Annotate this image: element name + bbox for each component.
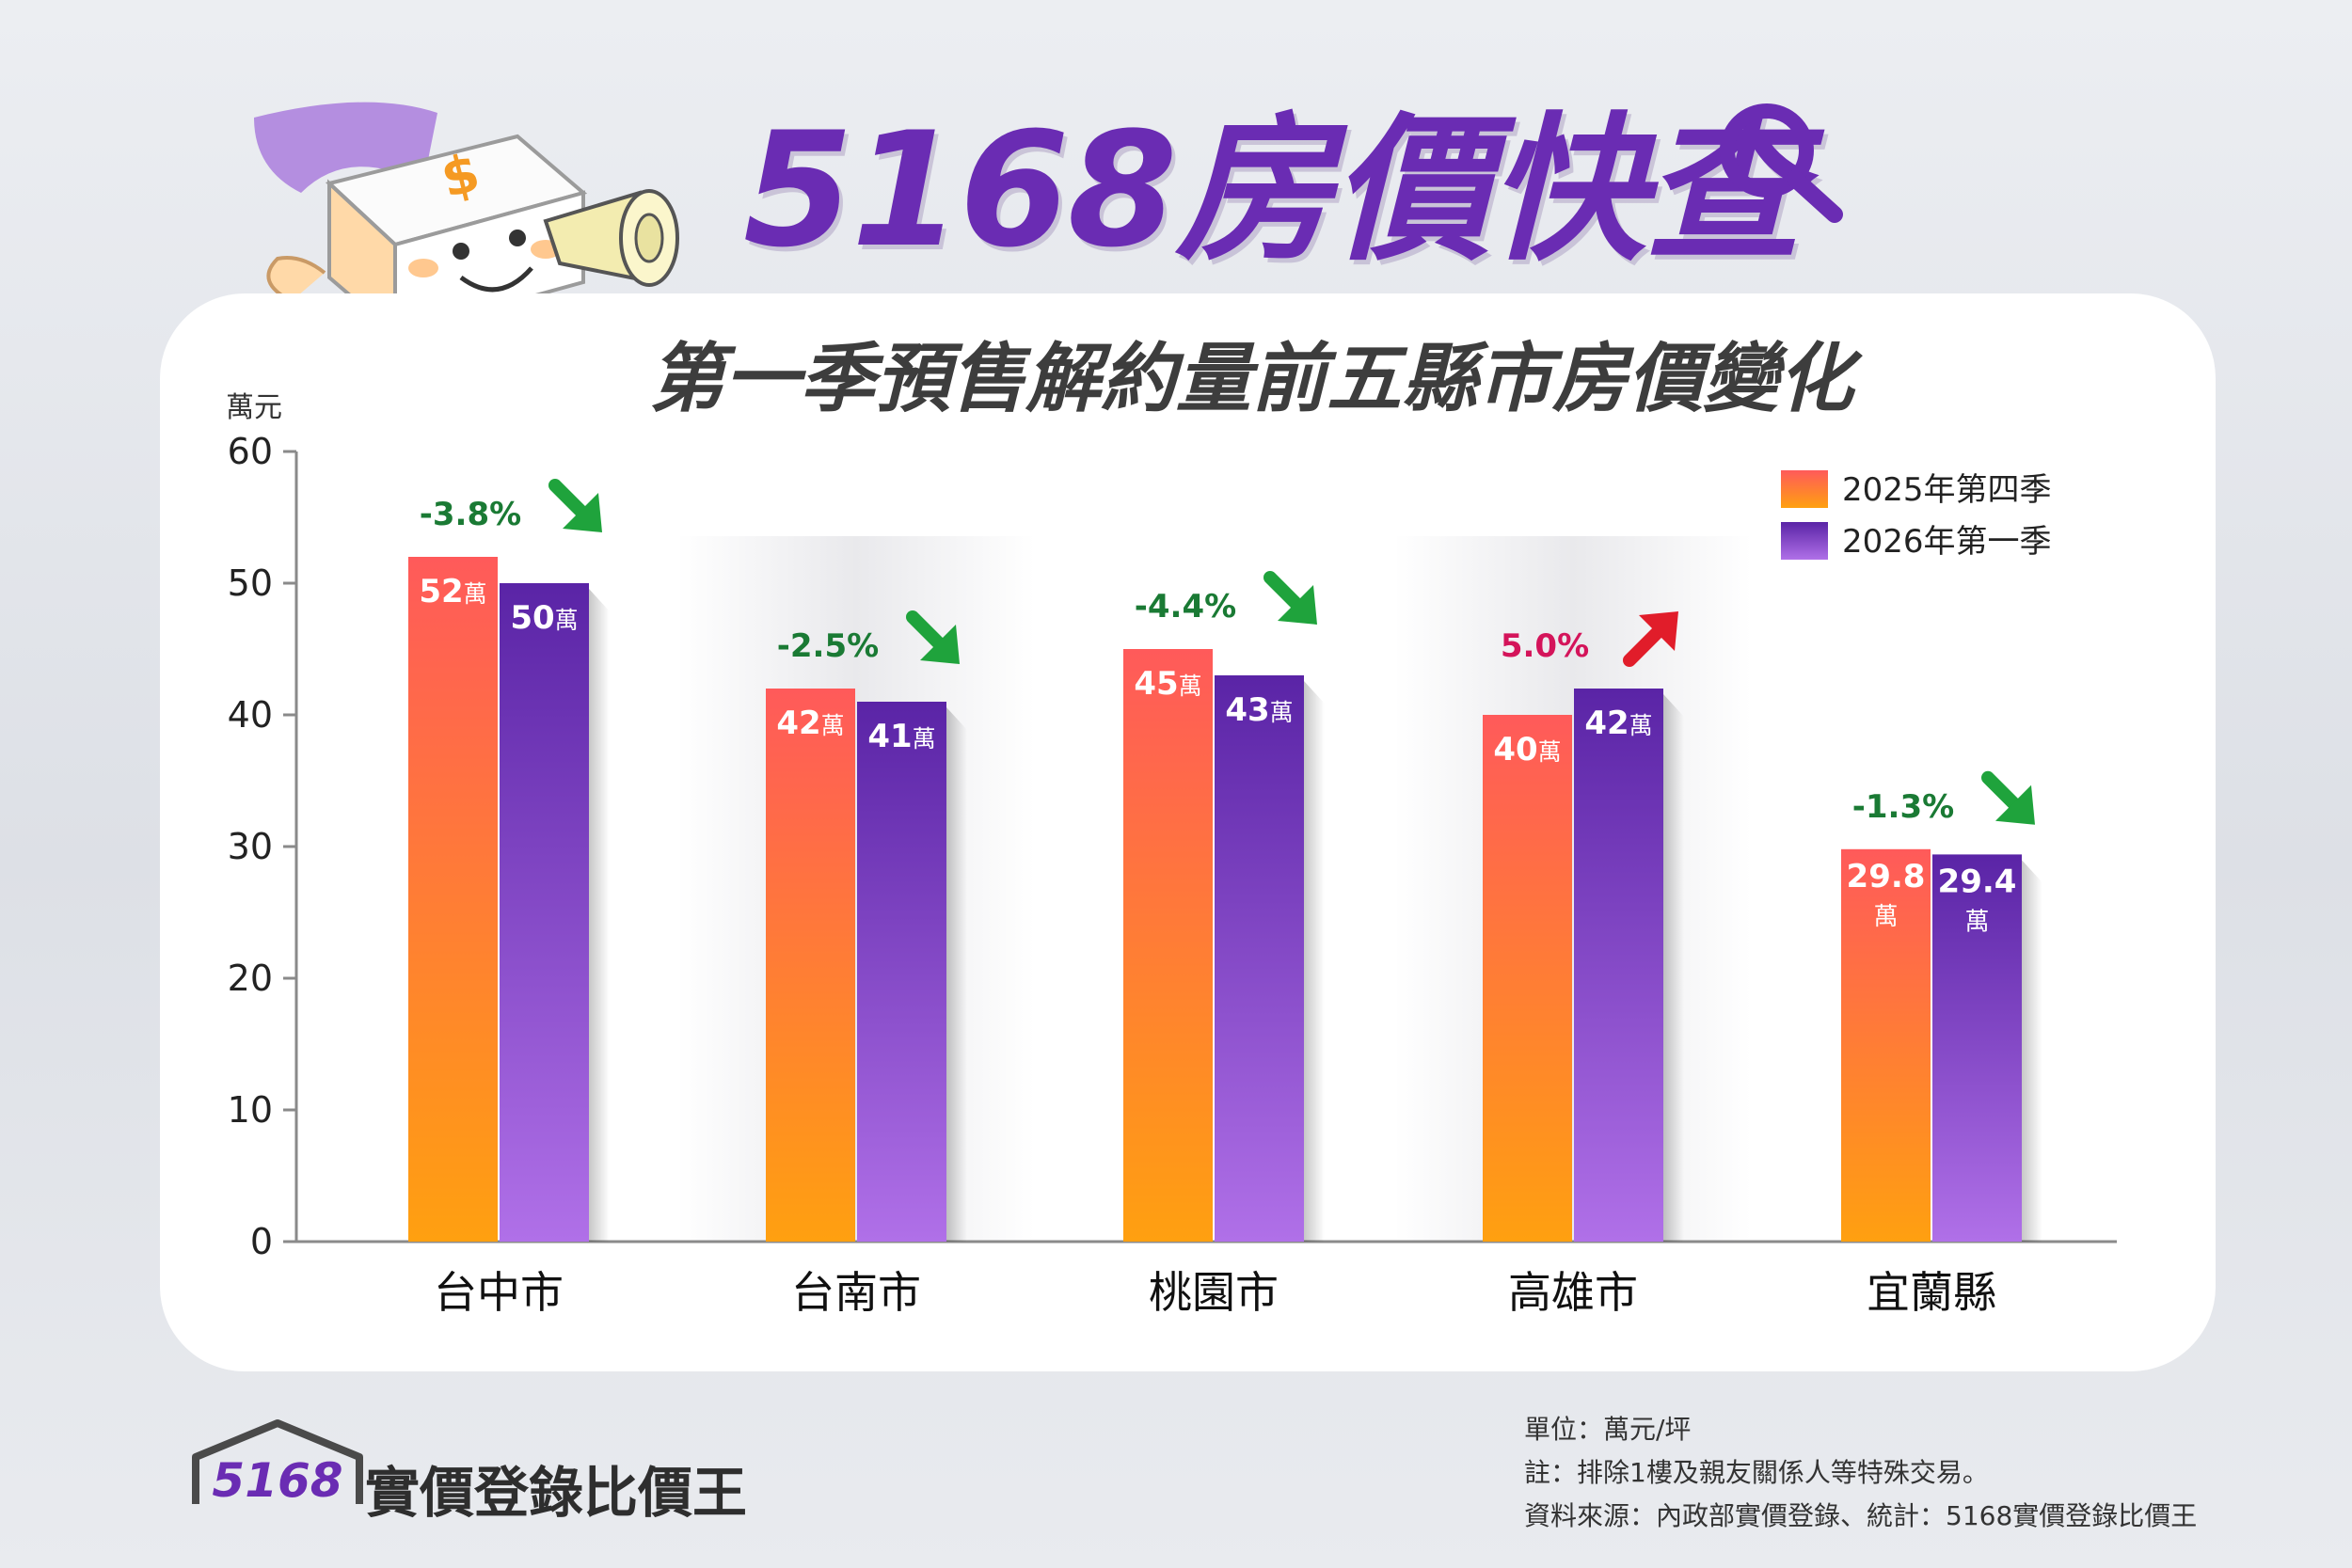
bar-series-1 xyxy=(1841,848,1931,1242)
down-arrow-head xyxy=(920,625,960,664)
down-arrow-head xyxy=(1278,585,1317,625)
bar-shadow xyxy=(1663,694,1684,1242)
legend-label: 2026年第一季 xyxy=(1842,523,2052,561)
bar-value-unit: 萬 xyxy=(821,712,845,739)
bar-value-label: 42萬 xyxy=(1584,705,1652,742)
bar-series-1 xyxy=(1123,649,1213,1242)
footer-logo-text: 實價登錄比價王 xyxy=(365,1461,748,1525)
change-label: -3.8% xyxy=(420,496,521,533)
change-label: -1.3% xyxy=(1852,788,1954,826)
y-tick-label: 20 xyxy=(228,958,273,999)
bar-series-1 xyxy=(1483,715,1572,1242)
chart-subtitle: 第一季預售解約量前五縣市房價變化 xyxy=(649,335,1853,422)
bar-shadow xyxy=(589,589,610,1242)
bar-value-label: 52萬 xyxy=(419,573,486,610)
bar-series-2 xyxy=(1932,854,2022,1242)
up-arrow-head xyxy=(1639,611,1678,651)
bar-value-label: 29.8 xyxy=(1847,858,1926,895)
magnifier-icon xyxy=(1720,103,1843,223)
bar-value-unit: 萬 xyxy=(555,607,579,634)
bar-shadow xyxy=(2022,860,2042,1242)
category-band xyxy=(1394,536,1752,1242)
footnotes: 單位：萬元/坪 註：排除1樓及親友關係人等特殊交易。 資料來源：內政部實價登錄、… xyxy=(1524,1408,2197,1538)
legend-label: 2025年第四季 xyxy=(1842,471,2052,509)
note-source: 資料來源：內政部實價登錄、統計：5168實價登錄比價王 xyxy=(1524,1500,2198,1531)
bar-value-unit: 萬 xyxy=(913,725,936,752)
bar-value-unit: 萬 xyxy=(1873,903,1898,931)
change-label: -4.4% xyxy=(1135,588,1236,626)
up-arrow-shaft xyxy=(1623,624,1666,667)
bar-series-2 xyxy=(500,583,589,1242)
down-arrow-head xyxy=(563,493,602,532)
down-arrow-shaft xyxy=(548,479,592,522)
bar-series-2 xyxy=(1574,689,1663,1242)
bar-series-2 xyxy=(857,702,946,1242)
brand-title: 5168房價快查 xyxy=(743,98,1803,282)
bar-series-1 xyxy=(408,557,498,1242)
y-tick-label: 40 xyxy=(228,694,273,736)
x-category-label: 桃園市 xyxy=(1149,1267,1279,1318)
house-roof-icon: 5168 xyxy=(192,1419,363,1508)
down-arrow-shaft xyxy=(906,610,949,654)
legend-swatch-series-2 xyxy=(1781,522,1828,560)
bar-shadow xyxy=(946,707,967,1242)
bar-value-unit: 萬 xyxy=(1629,712,1653,739)
y-tick-label: 0 xyxy=(250,1221,273,1262)
down-arrow-shaft xyxy=(1263,571,1307,614)
note-unit: 單位：萬元/坪 xyxy=(1524,1414,1692,1445)
bar-value-unit: 萬 xyxy=(1179,673,1202,700)
bar-value-unit: 萬 xyxy=(1964,908,1989,936)
change-label: 5.0% xyxy=(1501,627,1589,665)
down-arrow-head xyxy=(1995,784,2035,825)
footer-logo-number: 5168 xyxy=(212,1453,342,1508)
bar-shadow xyxy=(1304,681,1325,1242)
bar-value-label: 29.4 xyxy=(1938,863,2017,900)
bar-value-unit: 萬 xyxy=(1270,699,1294,726)
y-tick-label: 10 xyxy=(228,1089,273,1131)
y-tick-label: 30 xyxy=(228,826,273,867)
x-category-label: 台南市 xyxy=(791,1267,921,1318)
bar-value-unit: 萬 xyxy=(464,580,487,608)
category-band xyxy=(677,536,1035,1242)
bar-value-unit: 萬 xyxy=(1538,738,1562,766)
y-axis-unit: 萬元 xyxy=(226,391,282,424)
note-exclusion: 註：排除1樓及親友關係人等特殊交易。 xyxy=(1524,1457,1989,1488)
x-category-label: 高雄市 xyxy=(1508,1267,1638,1318)
bar-series-2 xyxy=(1215,675,1304,1242)
change-label: -2.5% xyxy=(777,627,879,665)
bar-value-label: 45萬 xyxy=(1134,665,1201,703)
x-category-label: 宜蘭縣 xyxy=(1867,1267,1996,1318)
down-arrow-shaft xyxy=(1981,770,2025,815)
x-category-label: 台中市 xyxy=(434,1267,564,1318)
legend-swatch-series-1 xyxy=(1781,470,1828,508)
y-tick-label: 60 xyxy=(228,431,273,472)
y-tick-label: 50 xyxy=(228,562,273,604)
bar-series-1 xyxy=(766,689,855,1242)
